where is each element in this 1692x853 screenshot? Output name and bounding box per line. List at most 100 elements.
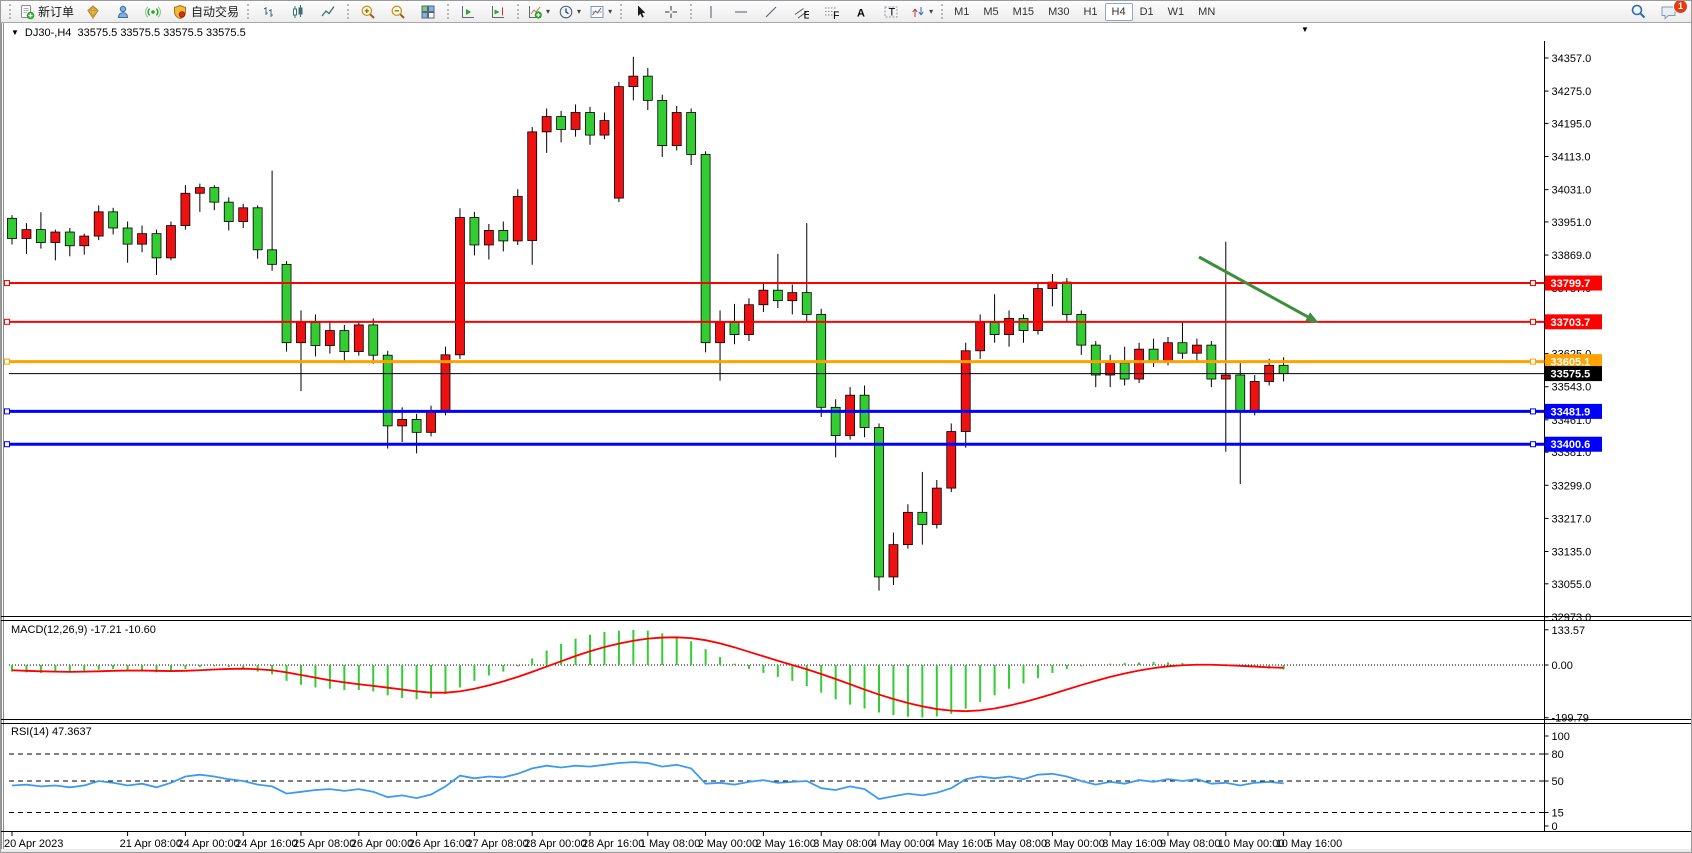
horizontal-line-33481.9[interactable]: 33481.9 [4, 403, 1603, 419]
fibonacci-icon: F [823, 4, 839, 20]
svg-text:F: F [833, 10, 839, 20]
new-order-label: 新订单 [38, 5, 75, 19]
indicators-button[interactable]: ▾ [523, 1, 554, 22]
svg-text:133.57: 133.57 [1552, 625, 1586, 637]
clock-icon [558, 4, 574, 20]
svg-text:33869.0: 33869.0 [1552, 250, 1592, 262]
cursor-button[interactable] [626, 1, 656, 22]
signals-icon [145, 4, 161, 20]
zoom-out-button[interactable] [383, 1, 413, 22]
horizontal-line-button[interactable] [726, 1, 756, 22]
svg-text:3 May 08:00: 3 May 08:00 [813, 838, 874, 850]
horizontal-line-33575.5[interactable]: 33575.5 [9, 366, 1602, 382]
trendline-button[interactable] [756, 1, 786, 22]
timeframe-mn[interactable]: MN [1198, 5, 1216, 18]
toolbar-grip [9, 4, 11, 19]
svg-text:100: 100 [1552, 731, 1570, 743]
community-icon [115, 4, 131, 20]
arrows-button[interactable]: ▾ [906, 1, 937, 22]
svg-text:0: 0 [1552, 821, 1558, 833]
timeframe-m5[interactable]: M5 [983, 5, 999, 18]
svg-text:15: 15 [1552, 808, 1564, 820]
vertical-line-button[interactable] [696, 1, 726, 22]
timeframe-m30[interactable]: M30 [1048, 5, 1070, 18]
svg-text:1 May 08:00: 1 May 08:00 [640, 838, 701, 850]
zoom-in-icon [360, 4, 376, 20]
svg-text:33543.0: 33543.0 [1552, 382, 1592, 394]
svg-text:8 May 00:00: 8 May 00:00 [1044, 838, 1105, 850]
templates-button[interactable]: ▾ [585, 1, 616, 22]
svg-text:33055.0: 33055.0 [1552, 579, 1592, 591]
svg-text:20 Apr 2023: 20 Apr 2023 [4, 838, 63, 850]
svg-text:26 Apr 16:00: 26 Apr 16:00 [409, 838, 471, 850]
trendline-icon [763, 4, 779, 20]
svg-text:E: E [804, 9, 810, 20]
crosshair-button[interactable] [656, 1, 686, 22]
svg-text:33217.0: 33217.0 [1552, 513, 1592, 525]
crosshair-icon [663, 4, 679, 20]
timeframe-m1[interactable]: M1 [954, 5, 970, 18]
macd-indicator-label: MACD(12,26,9) -17.21 -10.60 [11, 624, 156, 636]
fibonacci-button[interactable]: F [816, 1, 846, 22]
svg-text:25 Apr 08:00: 25 Apr 08:00 [293, 838, 355, 850]
chart-window [1, 23, 1691, 852]
vertical-line-icon [703, 4, 719, 20]
text-button[interactable]: A [846, 1, 876, 22]
indicators-icon [527, 4, 543, 20]
svg-text:34275.0: 34275.0 [1552, 86, 1592, 98]
timeframe-w1[interactable]: W1 [1167, 5, 1185, 18]
search-button[interactable] [1623, 1, 1653, 22]
svg-text:2 May 16:00: 2 May 16:00 [755, 838, 816, 850]
text-label-button[interactable]: T [876, 1, 906, 22]
chart-menu-icon[interactable]: ▼ [1301, 25, 1309, 34]
auto-scroll-button[interactable] [453, 1, 483, 22]
notification-count-badge: 1 [1673, 1, 1688, 14]
candlestick-series [7, 56, 1289, 591]
timeframe-h4[interactable]: H4 [1104, 2, 1133, 21]
equidistant-channel-button[interactable]: E [786, 1, 816, 22]
toolbar-grip [347, 4, 350, 19]
dropdown-caret-icon: ▾ [608, 6, 613, 16]
svg-text:28 Apr 16:00: 28 Apr 16:00 [582, 838, 644, 850]
horizontal-line-33799.7[interactable]: 33799.7 [4, 275, 1603, 291]
svg-text:24 Apr 16:00: 24 Apr 16:00 [235, 838, 297, 850]
templates-icon [589, 4, 605, 20]
horizontal-line-33400.6[interactable]: 33400.6 [4, 436, 1603, 452]
market-button[interactable] [78, 1, 108, 22]
svg-text:34357.0: 34357.0 [1552, 53, 1592, 65]
timeframe-d1[interactable]: D1 [1139, 5, 1154, 18]
bar-chart-button[interactable] [253, 1, 283, 22]
tile-windows-button[interactable] [413, 1, 443, 22]
trend-arrow-annotation[interactable] [1198, 255, 1319, 323]
community-button[interactable] [108, 1, 138, 22]
autotrading-icon [172, 4, 188, 20]
line-chart-button[interactable] [313, 1, 343, 22]
horizontal-line-33703.7[interactable]: 33703.7 [4, 314, 1603, 330]
svg-text:33799.7: 33799.7 [1551, 278, 1591, 290]
candlestick-chart-icon [290, 4, 306, 20]
zoom-in-button[interactable] [353, 1, 383, 22]
svg-text:10 May 00:00: 10 May 00:00 [1218, 838, 1285, 850]
svg-text:32973.0: 32973.0 [1552, 612, 1592, 624]
chart-title-bar[interactable]: ▼ DJ30-,H4 33575.5 33575.5 33575.5 33575… [11, 27, 246, 39]
timeframe-h1[interactable]: H1 [1083, 5, 1098, 18]
text-label-icon: T [883, 4, 899, 20]
chart-shift-button[interactable] [483, 1, 513, 22]
chart-dropdown-icon[interactable]: ▼ [11, 28, 19, 37]
new-order-icon [19, 4, 35, 20]
svg-text:34113.0: 34113.0 [1552, 152, 1591, 164]
signals-button[interactable] [138, 1, 168, 22]
autotrading-button[interactable]: 自动交易 [168, 1, 243, 22]
svg-text:34031.0: 34031.0 [1552, 185, 1592, 197]
horizontal-line-33605.1[interactable]: 33605.1 [4, 354, 1603, 370]
new-order-button[interactable]: 新订单 [15, 1, 78, 22]
svg-text:0.00: 0.00 [1552, 660, 1573, 672]
candlestick-chart-button[interactable] [283, 1, 313, 22]
periods-button[interactable]: ▾ [554, 1, 585, 22]
tile-windows-icon [420, 4, 436, 20]
line-chart-icon [320, 4, 336, 20]
timeframe-m15[interactable]: M15 [1012, 5, 1035, 18]
toolbar-grip [517, 4, 520, 19]
notifications-button[interactable]: 1 [1653, 1, 1688, 22]
